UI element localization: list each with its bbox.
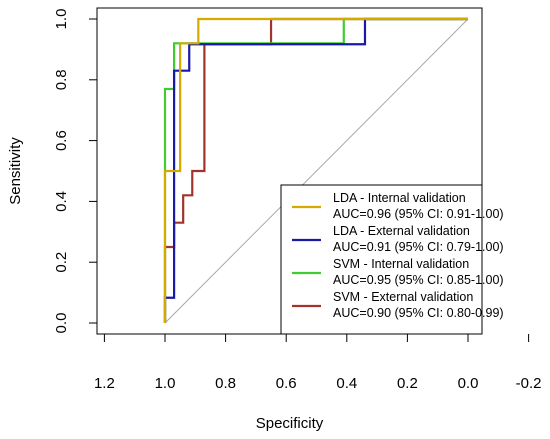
x-tick-label: 0.0 [458,375,479,392]
roc-curve-line [163,17,468,323]
legend-series-name: SVM - External validation [333,290,473,304]
y-tick-label: 0.2 [53,252,70,273]
roc-curve-line [163,17,468,323]
x-tick-label: 1.0 [155,375,176,392]
y-tick-label: 0.0 [53,313,70,334]
legend-auc-label: AUC=0.96 (95% CI: 0.91-1.00) [333,207,504,221]
x-tick-label: 0.6 [276,375,297,392]
legend: LDA - Internal validation AUC=0.96 (95% C… [280,184,504,335]
legend-series-name: SVM - Internal validation [333,257,469,271]
x-tick-label: 0.2 [397,375,418,392]
x-tick-label: 0.8 [215,375,236,392]
y-tick-label: 1.0 [53,9,70,30]
axes: 1.2 1.0 0.8 0.6 0.4 0.2 0.0 -0.2 0.0 0.2 0.4 0.6 0.8… [53,7,542,392]
diagonal-reference-line [164,18,469,324]
x-tick-label: 1.2 [94,375,115,392]
legend-box [280,184,483,335]
x-axis-title: Specificity [256,415,324,432]
legend-auc-label: AUC=0.91 (95% CI: 0.79-1.00) [333,240,504,254]
y-tick-label: 0.6 [53,130,70,151]
legend-auc-label: AUC=0.95 (95% CI: 0.85-1.00) [333,273,504,287]
x-tick-label: 0.4 [336,375,357,392]
y-axis-title: Sensitivity [7,137,24,205]
y-tick-label: 0.8 [53,69,70,90]
x-tick-label: -0.2 [516,375,542,392]
legend-auc-label: AUC=0.90 (95% CI: 0.80-0.99) [333,306,504,320]
y-tick-label: 0.4 [53,191,70,212]
legend-series-name: LDA - External validation [333,224,470,238]
legend-series-name: LDA - Internal validation [333,191,466,205]
plot-area [163,17,469,324]
